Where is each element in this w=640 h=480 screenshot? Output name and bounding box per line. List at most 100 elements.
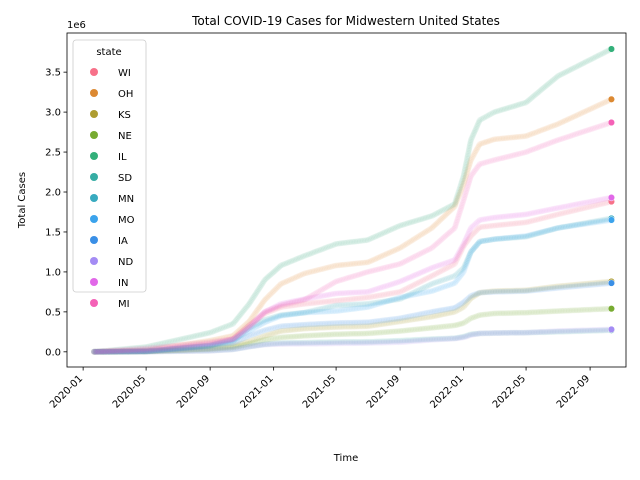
data-point: [471, 151, 478, 158]
data-point: [259, 300, 265, 307]
data-point: [263, 309, 270, 316]
data-point: [467, 295, 474, 302]
data-point: [455, 194, 462, 201]
data-point: [392, 246, 399, 253]
data-point: [430, 272, 437, 279]
data-point: [154, 345, 161, 352]
data-point: [178, 345, 185, 352]
data-point: [246, 338, 253, 345]
data-point: [436, 269, 442, 276]
data-point: [220, 334, 227, 341]
data-point: [157, 345, 164, 352]
data-point: [138, 348, 145, 355]
data-point: [234, 341, 241, 348]
data-point: [347, 323, 354, 330]
data-point: [309, 268, 316, 275]
data-point: [135, 348, 142, 355]
data-point: [95, 348, 102, 355]
data-point: [349, 323, 355, 330]
data-point: [273, 305, 280, 312]
data-point: [132, 348, 139, 355]
data-point: [387, 290, 394, 297]
data-point: [181, 344, 188, 351]
data-point: [524, 132, 531, 139]
data-point: [141, 348, 148, 355]
data-point: [231, 335, 238, 341]
data-point: [462, 240, 469, 247]
data-point: [173, 345, 180, 352]
data-point: [199, 346, 206, 352]
data-point: [428, 272, 435, 279]
data-point: [140, 347, 146, 354]
data-point: [523, 219, 530, 226]
data-point: [406, 238, 413, 245]
data-point: [170, 345, 177, 352]
data-point: [582, 108, 589, 115]
data-point: [288, 276, 295, 283]
data-point: [448, 206, 455, 213]
data-point: [344, 261, 351, 268]
data-point: [500, 135, 507, 142]
data-point: [240, 323, 247, 330]
data-point: [419, 231, 426, 237]
data-point: [461, 302, 468, 309]
data-point: [567, 115, 574, 122]
data-point: [583, 107, 590, 114]
data-point: [592, 202, 599, 209]
data-point: [485, 138, 492, 145]
data-point: [320, 265, 327, 272]
data-point: [314, 267, 320, 274]
y-axis: 0.0 0.5 1.0 1.5 2.0 2.5 3.0 3.5: [45, 68, 67, 358]
data-point: [233, 342, 239, 349]
data-point: [463, 172, 470, 178]
data-point: [266, 308, 273, 315]
data-point: [94, 348, 101, 355]
data-point: [381, 320, 387, 327]
data-point: [194, 343, 201, 350]
data-point: [147, 346, 154, 353]
data-point: [556, 120, 563, 127]
data-point: [510, 220, 517, 227]
data-point: [489, 288, 496, 295]
data-point: [111, 348, 118, 355]
data-point: [334, 324, 341, 330]
data-point: [442, 212, 449, 218]
data-point: [494, 288, 501, 294]
data-point: [202, 338, 209, 345]
data-point: [113, 348, 120, 355]
data-point: [121, 348, 127, 355]
data-point: [471, 292, 478, 299]
data-point: [355, 323, 362, 330]
data-point: [117, 348, 124, 355]
data-point: [405, 284, 412, 291]
data-point: [173, 342, 180, 349]
data-point: [599, 200, 605, 207]
data-point: [176, 347, 183, 353]
data-point: [562, 117, 569, 124]
data-point: [205, 342, 212, 349]
data-point: [364, 323, 371, 330]
data-point: [288, 326, 295, 333]
data-point: [186, 340, 193, 347]
data-point: [393, 289, 400, 296]
data-point: [456, 250, 463, 257]
data-point: [187, 340, 194, 347]
data-point: [360, 323, 367, 330]
data-point: [296, 272, 303, 279]
data-point: [440, 266, 447, 273]
data-point: [248, 314, 255, 321]
data-point: [304, 269, 311, 276]
data-point: [430, 313, 437, 320]
data-point: [454, 256, 460, 263]
data-point: [287, 327, 294, 334]
data-point: [299, 301, 306, 308]
data-point: [200, 338, 207, 345]
data-point: [465, 166, 472, 172]
data-point: [339, 297, 346, 303]
data-point: [385, 320, 392, 327]
data-point: [372, 322, 379, 329]
data-point: [389, 290, 395, 297]
data-point: [414, 315, 421, 322]
data-point-latest: [607, 279, 615, 287]
data-point: [548, 213, 555, 219]
